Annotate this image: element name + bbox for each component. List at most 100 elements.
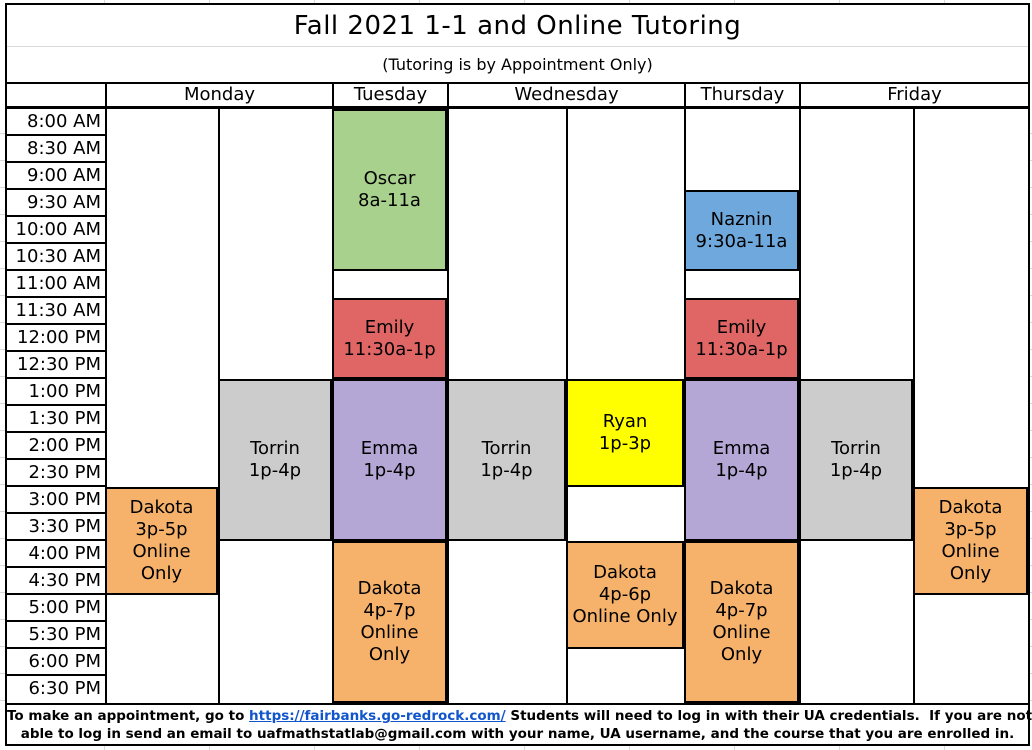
schedule-block-dakota-wednesday: Dakota 4p-6p Online Only	[566, 541, 684, 649]
schedule-block-emily-thursday: Emily 11:30a-1p	[684, 298, 799, 379]
footer-line-2: able to log in send an email to uafmaths…	[20, 726, 1015, 742]
time-label: 4:00 PM	[7, 541, 105, 568]
tutor-note: Online Only	[132, 541, 191, 584]
time-label: 2:00 PM	[7, 433, 105, 460]
header-divider	[684, 84, 686, 106]
tutor-name: Emily	[364, 316, 415, 338]
tutor-name: Dakota	[938, 497, 1003, 518]
schedule-block-dakota-monday: Dakota 3p-5p Online Only	[105, 487, 218, 595]
tutor-name: Naznin	[710, 208, 773, 230]
schedule-grid: 8:00 AM 8:30 AM 9:00 AM 9:30 AM 10:00 AM…	[7, 109, 1028, 703]
schedule-block-dakota-tuesday: Dakota 4p-7p Online Only	[332, 541, 447, 703]
tutor-hours: 3p-5p	[135, 519, 188, 540]
column-divider-friday	[913, 109, 915, 703]
tutor-hours: 1p-4p	[715, 460, 768, 481]
footer-line-1: To make an appointment, go to https://fa…	[7, 707, 1032, 725]
time-label: 8:30 AM	[7, 136, 105, 163]
schedule-block-torrin-wednesday: Torrin 1p-4p	[447, 379, 566, 541]
day-header-friday: Friday	[887, 84, 942, 105]
tutor-name: Emma	[360, 438, 419, 459]
time-label: 1:30 PM	[7, 406, 105, 433]
tutor-note: Online Only	[360, 622, 419, 665]
tutor-hours: 3p-5p	[944, 519, 997, 540]
time-label: 8:00 AM	[7, 109, 105, 136]
spreadsheet-gridline-remnant-bottom	[0, 746, 1032, 750]
tutor-name: Torrin	[831, 438, 881, 459]
appointment-link[interactable]: https://fairbanks.go-redrock.com/	[249, 708, 506, 724]
tutor-hours: 4p-7p	[715, 600, 768, 621]
time-label: 9:30 AM	[7, 190, 105, 217]
schedule-subtitle: (Tutoring is by Appointment Only)	[382, 54, 653, 74]
tutor-hours: 1p-4p	[363, 460, 416, 481]
tutor-hours: 1p-4p	[248, 460, 302, 481]
header-divider	[332, 84, 334, 106]
tutor-name: Dakota	[357, 578, 422, 599]
day-header-wednesday: Wednesday	[514, 84, 619, 105]
time-label: 5:00 PM	[7, 595, 105, 622]
tutor-hours: 9:30a-11a	[695, 230, 788, 252]
time-label: 2:30 PM	[7, 460, 105, 487]
day-header-tuesday: Tuesday	[353, 84, 428, 105]
tutor-hours: 11:30a-1p	[343, 338, 436, 360]
tutor-name: Dakota	[709, 578, 774, 599]
tutor-name: Ryan	[602, 411, 648, 432]
tutor-name: Emma	[712, 438, 771, 459]
tutor-hours: 4p-7p	[363, 600, 416, 621]
schedule-title: Fall 2021 1-1 and Online Tutoring	[7, 5, 1028, 47]
time-label: 5:30 PM	[7, 622, 105, 649]
tutor-hours: 1p-3p	[598, 433, 652, 454]
tutor-name: Dakota	[593, 562, 657, 583]
time-column: 8:00 AM 8:30 AM 9:00 AM 9:30 AM 10:00 AM…	[7, 109, 107, 703]
footer-text-after-link: Students will need to log in with their …	[505, 708, 1032, 724]
tutor-name: Emily	[716, 316, 767, 338]
title-box: Fall 2021 1-1 and Online Tutoring (Tutor…	[7, 5, 1028, 84]
time-label: 12:00 PM	[7, 325, 105, 352]
spreadsheet-gridline-remnant-right	[1030, 107, 1032, 701]
time-label: 3:30 PM	[7, 514, 105, 541]
time-label: 3:00 PM	[7, 487, 105, 514]
footer-text-before-link: To make an appointment, go to	[7, 708, 250, 724]
schedule-block-emma-thursday: Emma 1p-4p	[684, 379, 799, 541]
schedule-block-torrin-monday: Torrin 1p-4p	[218, 379, 332, 541]
tutor-hours: 1p-4p	[829, 460, 883, 481]
day-header-monday: Monday	[183, 84, 256, 105]
header-divider	[799, 84, 801, 106]
tutor-hours: 8a-11a	[358, 190, 421, 211]
tutor-note: Online Only	[712, 622, 771, 665]
time-label: 4:30 PM	[7, 568, 105, 595]
time-label: 12:30 PM	[7, 352, 105, 379]
day-header-row: Monday Tuesday Wednesday Thursday Friday	[7, 84, 1028, 109]
time-label: 1:00 PM	[7, 379, 105, 406]
day-header-thursday: Thursday	[700, 84, 785, 105]
time-label: 10:00 AM	[7, 217, 105, 244]
time-label: 6:30 PM	[7, 676, 105, 703]
tutor-hours: 11:30a-1p	[695, 338, 788, 360]
tutor-hours: 1p-4p	[480, 460, 533, 481]
time-label: 9:00 AM	[7, 163, 105, 190]
schedule-block-ryan-wednesday: Ryan 1p-3p	[566, 379, 684, 487]
time-label: 10:30 AM	[7, 244, 105, 271]
schedule-block-torrin-friday: Torrin 1p-4p	[799, 379, 913, 541]
tutor-note: Online Only	[572, 606, 678, 627]
tutor-name: Torrin	[481, 438, 532, 459]
schedule-block-oscar-tuesday: Oscar 8a-11a	[332, 109, 447, 271]
schedule-block-emma-tuesday: Emma 1p-4p	[332, 379, 447, 541]
tutor-note: Online Only	[941, 541, 1000, 584]
schedule-block-dakota-thursday: Dakota 4p-7p Online Only	[684, 541, 799, 703]
schedule-block-naznin-thursday: Naznin 9:30a-11a	[684, 190, 799, 271]
schedule-block-dakota-friday: Dakota 3p-5p Online Only	[913, 487, 1028, 595]
time-label: 6:00 PM	[7, 649, 105, 676]
tutor-name: Oscar	[363, 168, 416, 189]
time-label: 11:30 AM	[7, 298, 105, 325]
tutor-name: Dakota	[129, 497, 194, 518]
tutor-hours: 4p-6p	[598, 584, 652, 605]
time-label: 11:00 AM	[7, 271, 105, 298]
spreadsheet-gridline-remnant-left	[0, 107, 5, 701]
tutoring-schedule-table: Fall 2021 1-1 and Online Tutoring (Tutor…	[5, 3, 1032, 746]
spreadsheet-gridline-remnant-top	[0, 0, 1032, 3]
schedule-block-emily-tuesday: Emily 11:30a-1p	[332, 298, 447, 379]
tutor-name: Torrin	[250, 438, 300, 459]
header-divider	[105, 84, 107, 106]
footer-note: To make an appointment, go to https://fa…	[7, 703, 1032, 744]
header-divider	[447, 84, 449, 106]
